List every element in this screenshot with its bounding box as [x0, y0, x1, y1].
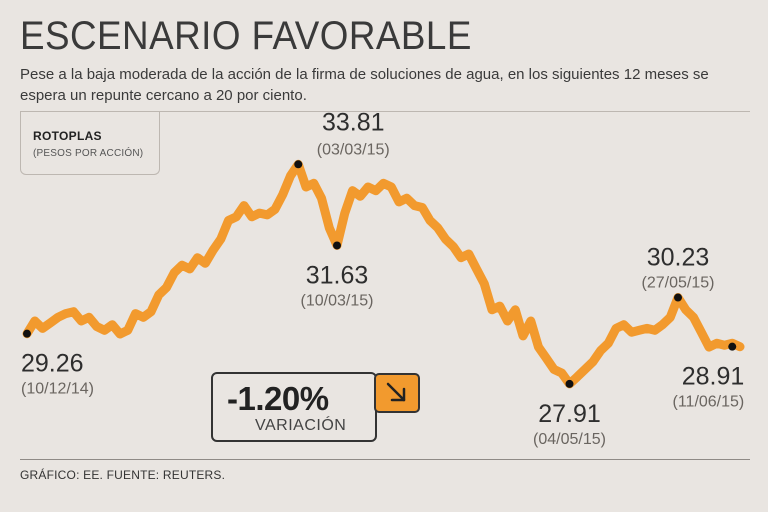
source-note: GRÁFICO: EE. FUENTE: REUTERS. [20, 468, 226, 482]
data-label-value: 33.81 [322, 108, 385, 136]
data-point-marker [23, 329, 31, 338]
series-unit: (PESOS POR ACCIÓN) [33, 148, 144, 159]
series-legend-box: ROTOPLAS (PESOS POR ACCIÓN) [20, 112, 160, 175]
variation-value: -1.20% [227, 380, 329, 417]
data-point-marker [294, 160, 303, 169]
data-label-value: 27.91 [538, 400, 601, 428]
data-label-date: (10/03/15) [301, 292, 374, 309]
chart-title: ESCENARIO FAVORABLE [20, 14, 472, 58]
series-line-rotoplas [22, 159, 745, 389]
data-label-date: (11/06/15) [673, 394, 745, 411]
top-divider [20, 111, 750, 112]
data-label-date: (03/03/15) [317, 141, 390, 158]
data-label-value: 29.26 [21, 350, 84, 378]
data-label-date: (10/12/14) [21, 381, 94, 398]
data-point-marker [333, 241, 341, 250]
bottom-divider [20, 459, 750, 460]
variation-label: VARIACIÓN [255, 417, 347, 434]
data-point-marker [565, 379, 574, 388]
data-point-marker [674, 293, 682, 302]
data-label-date: (04/05/15) [533, 431, 606, 448]
variation-box: -1.20% VARIACIÓN [211, 372, 377, 442]
data-label-date: (27/05/15) [642, 275, 715, 292]
arrow-down-right-icon [374, 373, 420, 413]
series-name: ROTOPLAS [33, 129, 102, 143]
data-label-value: 28.91 [682, 363, 745, 391]
data-label-value: 31.63 [306, 261, 369, 289]
chart-subtitle: Pese a la baja moderada de la acción de … [20, 66, 709, 104]
data-point-marker [728, 342, 737, 351]
data-label-value: 30.23 [647, 244, 710, 272]
